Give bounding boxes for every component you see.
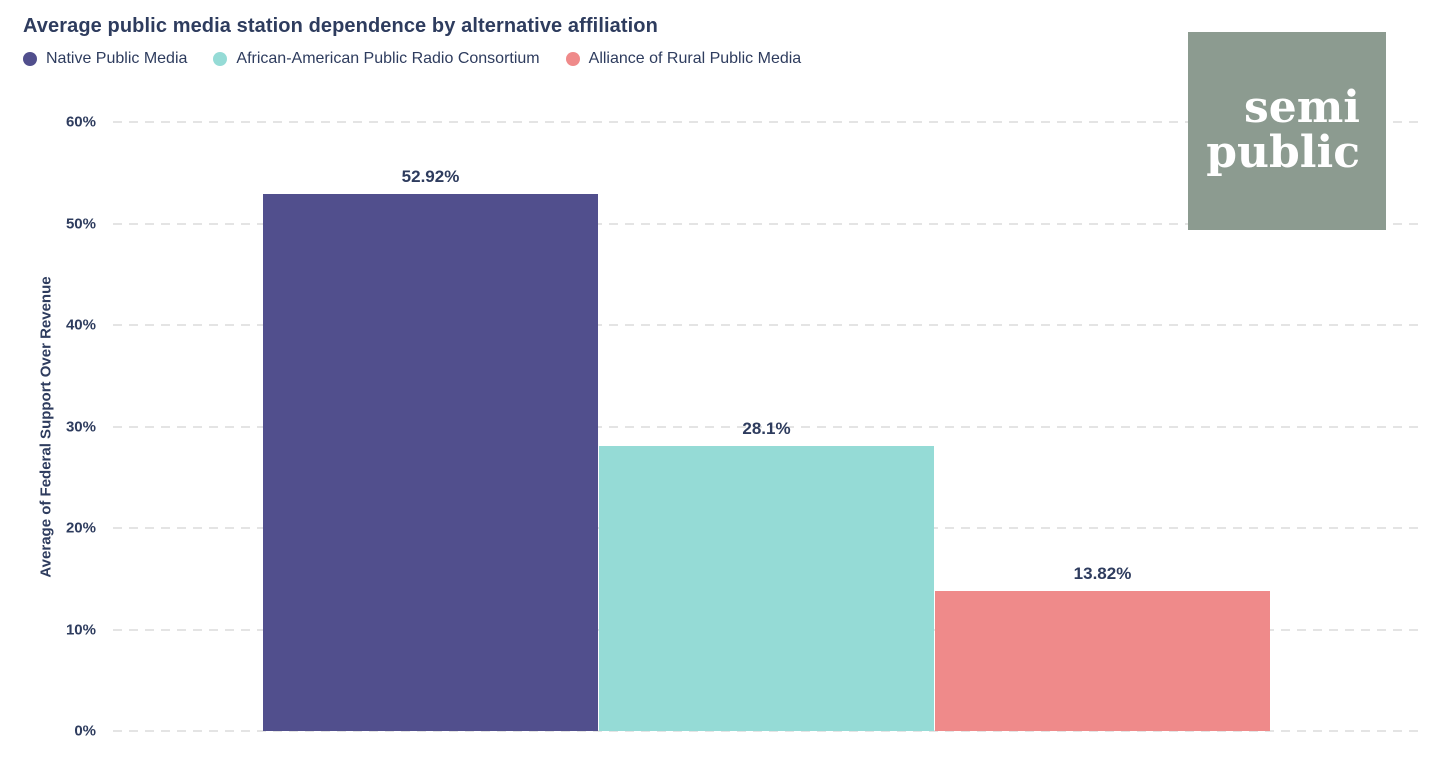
y-tick-label: 20% [65,519,96,537]
y-tick-label: 30% [65,418,96,435]
bar-value-label: 52.92% [401,166,460,186]
y-tick-label: 40% [65,316,96,334]
gridline-50% [113,222,1423,225]
gridline-60% [113,121,1423,123]
chart-title: Average public media station dependence … [23,15,658,37]
gridline-40% [113,324,1423,326]
bar-native-public-media [263,193,598,731]
y-tick-label: 10% [65,621,96,638]
y-tick-label: 60% [65,113,96,131]
logo-text-line2: public [1206,127,1360,178]
legend-item-label: African-American Public Radio Consortium [236,50,540,67]
legend-item-label: Native Public Media [46,50,188,67]
legend-item-label: Alliance of Rural Public Media [588,50,802,67]
legend-dot-icon [23,52,37,66]
bar-value-label: 28.1% [742,418,791,438]
semipublic-logo: semi public [1188,32,1386,230]
y-tick-label: 50% [65,215,96,232]
legend-item-2: African-American Public Radio Consortium [213,50,540,68]
bar-alliance-of-rural-public-media [935,590,1270,731]
plot-area: 0% 10% 20% 30% 40% 50% 60% 52.92% 28.1% 13.82% [66,114,1423,740]
logo-text-line1: semi [1243,82,1360,134]
legend: Native Public Media African-American Publ… [23,50,801,68]
bar-african-american-public-radio-consortium [599,445,934,731]
legend-item-3: Alliance of Rural Public Media [565,50,802,68]
legend-item-1: Native Public Media [23,50,187,68]
bar-value-label: 13.82% [1073,563,1132,583]
gridline-0% [113,730,1423,732]
y-tick-label: 0% [74,722,96,740]
legend-dot-icon [565,52,580,66]
gridline-30% [113,425,1423,428]
legend-dot-icon [213,52,228,66]
